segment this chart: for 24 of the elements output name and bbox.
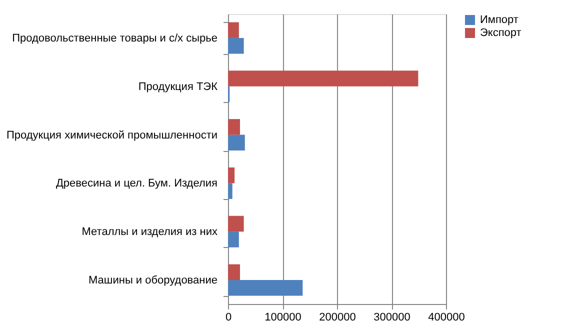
y-tick-label: Древесина и цел. Бум. Изделия [56, 178, 218, 190]
x-tick-label: 300000 [374, 312, 410, 324]
x-tick-label: 400000 [428, 312, 465, 324]
legend-label: Импорт [480, 14, 518, 26]
bar [228, 70, 418, 86]
bar [228, 264, 240, 280]
bar [228, 216, 244, 232]
bar [228, 119, 240, 135]
bar [228, 167, 235, 184]
x-tick-label: 100000 [264, 312, 302, 324]
y-tick-label: Машины и оборудование [88, 274, 218, 287]
bar [228, 38, 244, 54]
y-tick-label: Металлы и изделия из них [82, 226, 218, 238]
bar [228, 232, 239, 248]
legend-label: Экспорт [480, 27, 522, 39]
y-tick-label: Продукция химической промышленности [6, 129, 218, 142]
bar [228, 22, 239, 38]
y-tick-label: Продукция ТЭК [138, 80, 218, 93]
y-tick-label: Продовольственные товары и с/х сырье [12, 32, 218, 44]
bar [228, 134, 245, 151]
x-tick-label: 200000 [319, 312, 356, 324]
bar [228, 183, 232, 199]
x-tick-label: 0 [225, 312, 232, 324]
bar [228, 280, 303, 296]
